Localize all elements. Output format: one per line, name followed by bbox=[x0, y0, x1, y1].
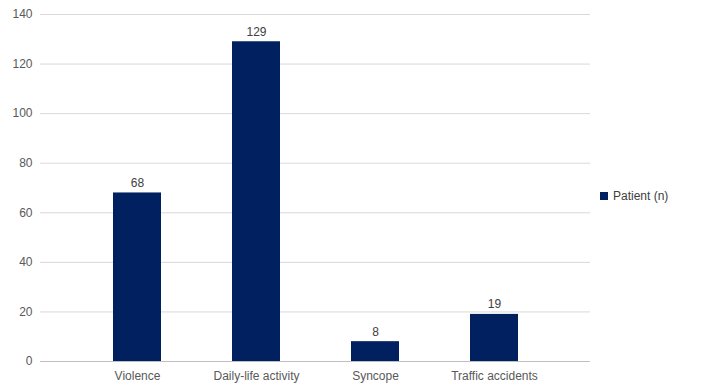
svg-text:68: 68 bbox=[131, 176, 145, 190]
svg-text:120: 120 bbox=[12, 57, 32, 71]
svg-text:129: 129 bbox=[246, 25, 266, 39]
svg-text:0: 0 bbox=[26, 354, 33, 368]
svg-text:100: 100 bbox=[12, 106, 32, 120]
svg-text:80: 80 bbox=[19, 156, 33, 170]
svg-text:Daily-life activity: Daily-life activity bbox=[213, 369, 299, 383]
svg-text:60: 60 bbox=[19, 206, 33, 220]
svg-text:140: 140 bbox=[12, 7, 32, 21]
svg-text:40: 40 bbox=[19, 255, 33, 269]
svg-text:Syncope: Syncope bbox=[352, 369, 399, 383]
svg-text:20: 20 bbox=[19, 305, 33, 319]
svg-text:Traffic accidents: Traffic accidents bbox=[451, 369, 538, 383]
svg-text:19: 19 bbox=[488, 297, 502, 311]
svg-text:Violence: Violence bbox=[115, 369, 161, 383]
html-text:Patient (n): Patient (n) bbox=[613, 188, 669, 203]
svg-text:8: 8 bbox=[372, 325, 379, 339]
